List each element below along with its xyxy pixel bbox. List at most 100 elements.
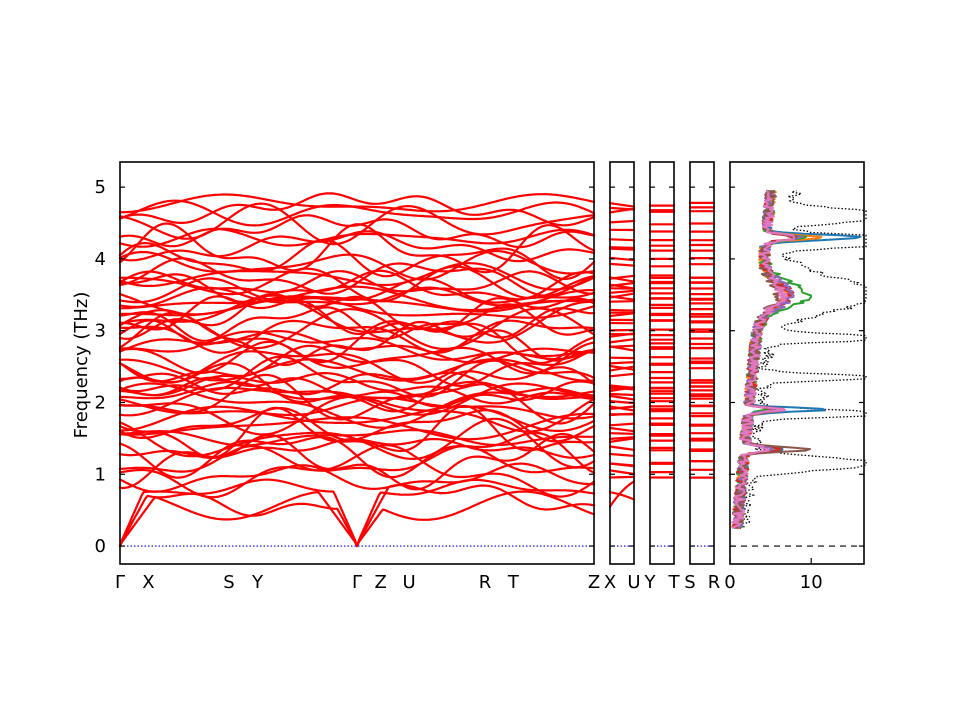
- x-tick-label: X: [142, 572, 154, 593]
- y-tick-label: 4: [95, 249, 106, 270]
- panel-frame: [649, 161, 675, 565]
- band-line: [118, 340, 596, 375]
- x-tick-label: Y: [251, 572, 264, 593]
- band-line: [118, 250, 596, 281]
- dos-x-tick-label: 10: [800, 572, 823, 593]
- band-line: [118, 192, 596, 227]
- band-line: [608, 295, 636, 301]
- band-line: [608, 385, 636, 391]
- band-line: [608, 475, 636, 479]
- band-line: [608, 392, 636, 397]
- band-line: [118, 404, 596, 459]
- band-line: [118, 265, 596, 303]
- band-line: [608, 345, 636, 352]
- band-line: [608, 206, 636, 211]
- band-line: [118, 193, 596, 214]
- band-line: [118, 294, 596, 344]
- band-line: [608, 276, 636, 283]
- panel-frame: [689, 161, 715, 565]
- band-line: [608, 432, 636, 435]
- band-line: [608, 422, 636, 427]
- band-line: [608, 445, 636, 451]
- x-tick-label: S: [684, 572, 695, 593]
- band-line: [118, 285, 596, 312]
- band-line: [608, 364, 636, 371]
- band-line: [608, 437, 636, 443]
- band-line: [118, 396, 596, 420]
- x-tick-label: Γ: [352, 572, 362, 593]
- band-line: [118, 277, 596, 304]
- band-line: [608, 384, 636, 389]
- band-line: [608, 256, 636, 262]
- y-tick-label: 2: [95, 392, 106, 413]
- band-line: [608, 480, 636, 508]
- y-tick-label: 5: [95, 177, 106, 198]
- y-tick-label: 0: [95, 536, 106, 557]
- band-line: [608, 361, 636, 365]
- band-line: [608, 462, 636, 468]
- band-line: [118, 355, 596, 398]
- panel-frame: [119, 161, 595, 565]
- band-line: [608, 469, 636, 476]
- band-line: [608, 262, 636, 267]
- band-line: [118, 292, 596, 340]
- band-panel-main: [118, 192, 596, 548]
- band-line: [118, 371, 596, 397]
- band-line: [608, 247, 636, 251]
- band-line: [608, 491, 636, 501]
- panel-frame: [609, 161, 635, 565]
- dos-x-tick-label: 0: [724, 572, 735, 593]
- band-line: [608, 308, 636, 312]
- band-line: [608, 219, 636, 224]
- band-panel-2: [648, 204, 676, 479]
- band-line: [118, 431, 596, 479]
- band-line: [608, 405, 636, 412]
- band-line: [608, 202, 636, 208]
- band-panel-1: [608, 202, 636, 508]
- band-line: [608, 246, 636, 249]
- x-tick-label: Z: [588, 572, 600, 593]
- band-line: [608, 289, 636, 294]
- x-tick-label: R: [708, 572, 721, 593]
- x-tick-label: S: [223, 572, 234, 593]
- x-tick-label: T: [668, 572, 681, 593]
- x-tick-label: X: [604, 572, 616, 593]
- y-tick-label: 3: [95, 321, 106, 342]
- x-tick-label: Γ: [115, 572, 125, 593]
- band-line: [608, 372, 636, 378]
- band-line: [608, 394, 636, 401]
- band-line: [608, 283, 636, 290]
- band-line: [118, 490, 596, 548]
- band-line: [118, 373, 596, 425]
- band-line: [118, 269, 596, 303]
- x-tick-label: U: [403, 572, 416, 593]
- band-line: [608, 300, 636, 303]
- dos-frame: [729, 161, 865, 565]
- y-tick-labels: 0 1 2 3 4 5: [95, 177, 106, 557]
- x-tick-label: U: [627, 572, 640, 593]
- band-line: [608, 238, 636, 242]
- band-line: [608, 436, 636, 440]
- x-tick-label: Y: [644, 572, 657, 593]
- band-panel-3: [688, 201, 716, 479]
- total-dos-line: [734, 190, 868, 529]
- band-line: [118, 270, 596, 295]
- band-line: [118, 382, 596, 429]
- band-line: [118, 462, 596, 493]
- band-line: [118, 202, 596, 246]
- band-line: [118, 358, 596, 382]
- x-tick-label: Z: [375, 572, 387, 593]
- band-line: [118, 230, 596, 263]
- band-line: [608, 338, 636, 344]
- y-tick-label: 1: [95, 464, 106, 485]
- band-line: [608, 452, 636, 457]
- band-line: [608, 426, 636, 433]
- chart-panels: Γ X S Y Γ Z U R T Z X U Y T S R 0 10: [115, 161, 868, 593]
- band-line: [118, 319, 596, 354]
- band-line: [118, 429, 596, 447]
